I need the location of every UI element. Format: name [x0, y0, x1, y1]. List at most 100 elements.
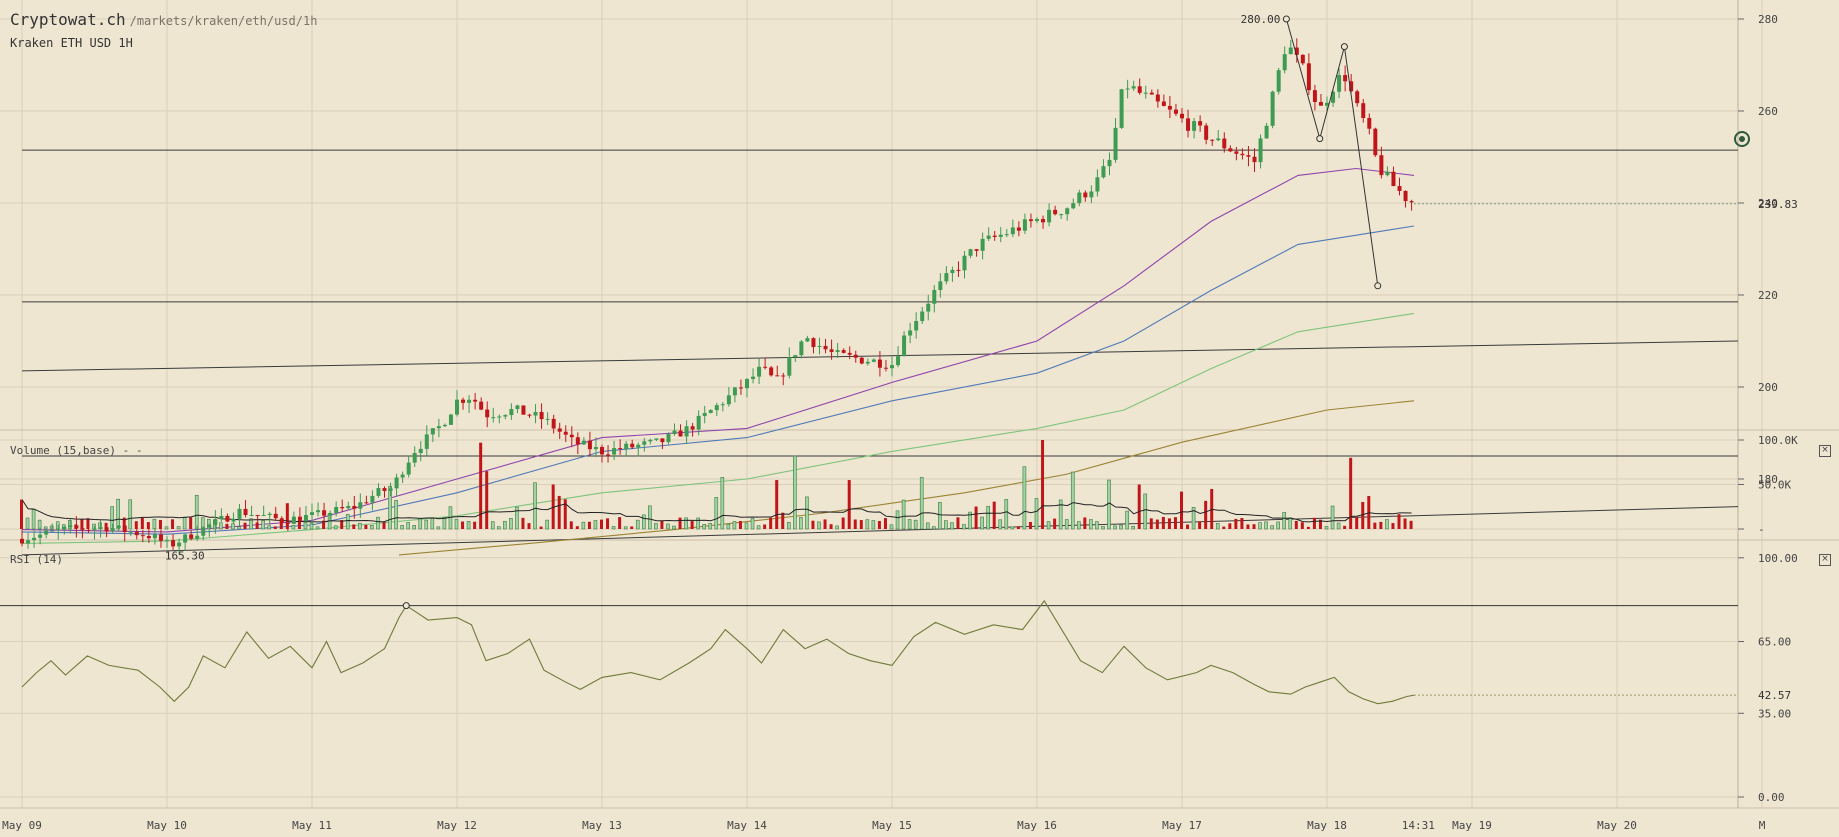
price-tick-label: 200 — [1758, 381, 1778, 394]
volume-bar-down — [811, 520, 815, 529]
candle-down — [1306, 63, 1311, 91]
candle-down — [1083, 192, 1088, 198]
candle-up — [376, 488, 381, 496]
candle-up — [44, 530, 49, 535]
candle-up — [714, 405, 719, 411]
candle-up — [406, 462, 411, 475]
candle-up — [865, 361, 870, 364]
candle-up — [1047, 209, 1052, 223]
volume-bar-down — [1306, 526, 1310, 529]
volume-bar-up — [418, 518, 423, 530]
volume-close-icon[interactable]: × — [1819, 445, 1831, 457]
volume-bar-down — [171, 519, 175, 529]
rsi-high-marker[interactable] — [402, 602, 410, 610]
candle-up — [249, 514, 254, 516]
candle-up — [436, 426, 441, 429]
volume-bar-down — [1318, 519, 1322, 529]
pattern-point[interactable] — [1374, 282, 1382, 290]
volume-bar-down — [1294, 520, 1298, 529]
volume-bar-down — [1053, 518, 1057, 529]
x-tick-label: May 20 — [1597, 819, 1637, 832]
volume-bar-up — [593, 520, 598, 530]
candle-up — [128, 531, 133, 533]
volume-bar-up — [871, 520, 876, 530]
ma-olive-line — [398, 400, 1415, 556]
volume-bar-down — [340, 520, 344, 529]
candle-down — [551, 418, 556, 429]
candle-up — [1059, 214, 1064, 216]
candle-up — [400, 474, 405, 478]
price-tick-label: 260 — [1758, 105, 1778, 118]
volume-bar-up — [1330, 505, 1335, 530]
volume-bar-up — [1324, 526, 1329, 530]
candle-up — [896, 356, 901, 366]
rsi-pane-title: RSI (14) — [10, 553, 63, 566]
candle-down — [618, 448, 623, 450]
volume-bar-up — [231, 523, 235, 530]
candle-up — [1385, 171, 1390, 176]
candle-up — [666, 434, 671, 443]
candle-up — [1095, 177, 1100, 192]
volume-bar-up — [998, 519, 1003, 530]
x-tick-label: May 18 — [1307, 819, 1347, 832]
volume-bar-down — [485, 471, 489, 529]
candle-down — [1397, 186, 1402, 191]
candle-down — [1016, 227, 1021, 231]
rsi-close-icon[interactable]: × — [1819, 554, 1831, 566]
candle-down — [1041, 218, 1046, 223]
candle-up — [968, 249, 973, 256]
candle-down — [20, 538, 24, 544]
candle-down — [382, 488, 387, 492]
candle-up — [636, 444, 641, 448]
candle-up — [1089, 191, 1094, 198]
candle-up — [890, 365, 894, 369]
x-tick-label: May 16 — [1017, 819, 1057, 832]
x-tick-label: M — [1759, 819, 1766, 832]
candle-down — [521, 405, 526, 415]
volume-bar-up — [889, 524, 894, 530]
volume-bar-down — [1373, 522, 1377, 529]
candle-up — [871, 359, 876, 362]
pattern-point[interactable] — [1340, 43, 1348, 51]
candle-up — [1035, 218, 1039, 222]
volume-bar-down — [461, 521, 465, 529]
candle-down — [575, 437, 580, 445]
volume-bar-up — [732, 521, 737, 530]
volume-bar-down — [364, 524, 368, 529]
candle-up — [726, 395, 731, 405]
candle-down — [877, 359, 882, 368]
volume-bar-up — [1143, 493, 1148, 530]
volume-bar-up — [654, 523, 658, 530]
candle-up — [1143, 92, 1148, 94]
candle-down — [1161, 101, 1166, 106]
candle-up — [207, 524, 212, 528]
candle-down — [243, 508, 248, 515]
candle-up — [545, 418, 550, 420]
volume-bar-down — [600, 519, 603, 529]
candle-up — [986, 235, 991, 239]
candle-up — [346, 505, 351, 509]
pattern-point[interactable] — [1316, 135, 1324, 143]
live-price-indicator-icon — [1734, 131, 1750, 147]
candle-up — [624, 443, 629, 450]
candle-up — [1288, 47, 1293, 55]
candle-down — [80, 528, 85, 530]
candle-down — [1222, 138, 1227, 149]
candle-down — [1228, 148, 1233, 152]
volume-bar-up — [1070, 471, 1075, 530]
volume-bar-down — [297, 519, 301, 529]
pattern-point[interactable] — [1282, 15, 1290, 23]
volume-bar-up — [1095, 521, 1099, 530]
volume-bar-up — [865, 519, 870, 530]
candle-up — [1010, 227, 1015, 235]
candle-up — [1065, 208, 1070, 215]
site-name: Cryptowat.ch — [10, 10, 126, 29]
volume-bar-down — [1397, 514, 1401, 529]
candle-up — [793, 355, 798, 358]
volume-bar-down — [606, 518, 610, 529]
volume-bar-down — [992, 501, 996, 529]
candle-up — [183, 534, 188, 543]
volume-bar-up — [182, 517, 187, 530]
candle-up — [1125, 88, 1130, 90]
